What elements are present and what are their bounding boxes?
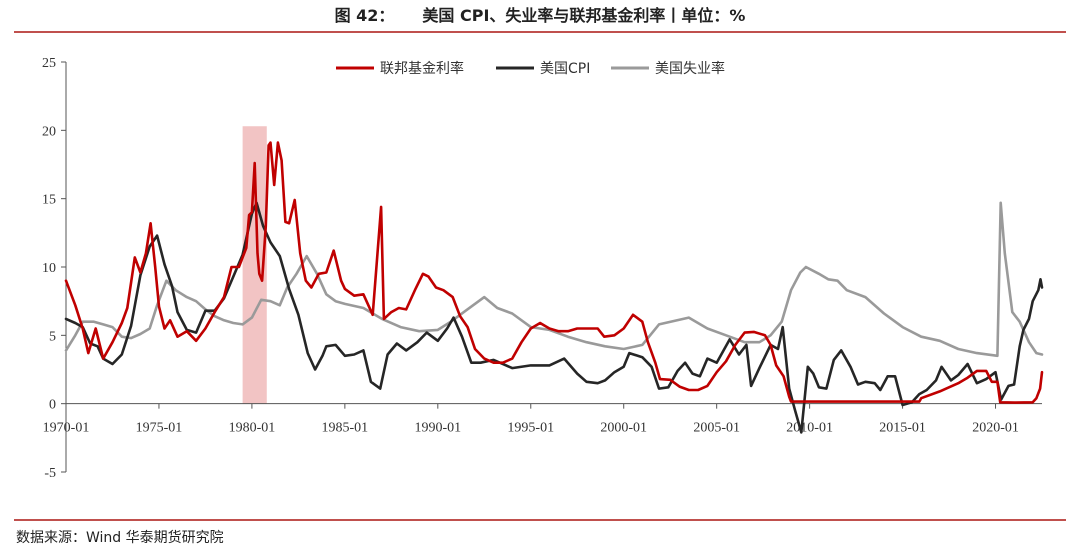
y-tick-label: 15	[42, 193, 56, 208]
x-tick-label: 2000-01	[600, 421, 647, 436]
y-tick-label: 10	[42, 261, 56, 276]
x-tick-label: 2010-01	[786, 421, 833, 436]
x-tick-label: 1990-01	[414, 421, 461, 436]
x-tick-label: 1975-01	[136, 421, 183, 436]
x-tick-label: 1985-01	[322, 421, 369, 436]
y-tick-label: 20	[42, 124, 56, 139]
legend-label: 联邦基金利率	[380, 60, 464, 77]
series-line	[64, 201, 1044, 434]
y-tick-label: 0	[49, 398, 56, 413]
y-tick-label: -5	[44, 466, 56, 481]
data-source: 数据来源：Wind 华泰期货研究院	[16, 530, 224, 546]
top-divider	[14, 31, 1066, 33]
chart-title: 图 42： 美国 CPI、失业率与联邦基金利率丨单位：%	[0, 2, 1080, 26]
series-line	[64, 201, 1044, 358]
x-tick-label: 1995-01	[507, 421, 554, 436]
x-tick-label: 2020-01	[972, 421, 1019, 436]
legend-label: 美国CPI	[540, 61, 590, 77]
figure-title: 美国 CPI、失业率与联邦基金利率丨单位：%	[422, 6, 746, 25]
x-tick-label: 2015-01	[879, 421, 926, 436]
y-tick-label: 25	[42, 56, 56, 71]
bottom-divider	[14, 519, 1066, 521]
series-line	[64, 141, 1044, 404]
x-tick-label: 1980-01	[229, 421, 276, 436]
y-tick-label: 5	[49, 329, 56, 344]
legend-label: 美国失业率	[655, 60, 725, 77]
x-tick-label: 1970-01	[43, 421, 90, 436]
figure-number: 图 42：	[334, 6, 395, 25]
x-tick-label: 2005-01	[693, 421, 740, 436]
